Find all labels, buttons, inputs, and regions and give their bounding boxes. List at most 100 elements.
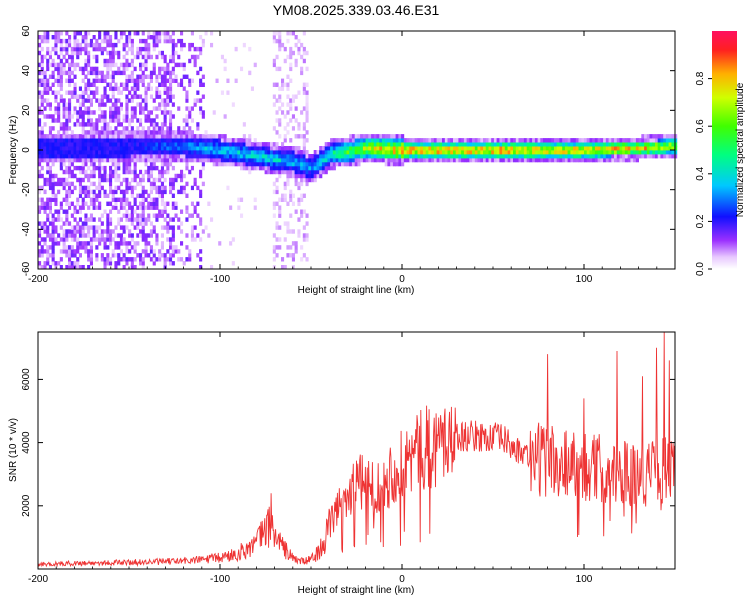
spectrogram-cell xyxy=(409,154,413,159)
spectrogram-cell xyxy=(275,31,279,36)
spectrogram-cell xyxy=(193,157,197,163)
spectrogram-cell xyxy=(38,185,42,191)
spectrogram-cell xyxy=(453,138,457,143)
spectrogram-cell xyxy=(594,142,598,147)
spectrogram-cell xyxy=(499,146,503,151)
spectrogram-cell xyxy=(283,138,287,143)
spectrogram-cell xyxy=(144,197,148,202)
spectrogram-cell xyxy=(447,142,451,147)
spectrogram-cell xyxy=(160,181,164,187)
spectrogram-cell xyxy=(201,138,205,143)
spectrogram-cell xyxy=(163,130,167,135)
spectrogram-cell xyxy=(84,86,88,91)
spectrogram-cell xyxy=(160,189,164,195)
spectrogram-cell xyxy=(144,66,148,72)
spectrogram-cell xyxy=(272,181,276,187)
spectrogram-cell xyxy=(330,165,334,171)
spectrogram-cell xyxy=(163,54,167,60)
spectrogram-cell xyxy=(119,217,123,222)
spectrogram-cell xyxy=(133,265,137,270)
spectrogram-cell xyxy=(521,138,525,143)
spectrogram-cell xyxy=(297,38,301,44)
spectrogram-cell xyxy=(78,225,82,230)
spectrogram-cell xyxy=(81,185,85,191)
spectrogram-cell xyxy=(532,150,536,155)
spectrogram-cell xyxy=(513,146,517,151)
spectrogram-cell xyxy=(46,58,50,64)
spectrogram-cell xyxy=(461,157,465,163)
spectrogram-cell xyxy=(48,201,52,206)
spectrogram-cell xyxy=(600,142,604,147)
spectrogram-cell xyxy=(128,90,132,95)
spectrogram-cell xyxy=(608,142,612,147)
spectrogram-cell xyxy=(291,193,295,198)
spectrogram-cell xyxy=(149,142,153,147)
spectrogram-cell xyxy=(133,82,137,87)
spectrogram-cell xyxy=(493,138,497,143)
spectrogram-cell xyxy=(166,62,170,68)
spectrogram-cell xyxy=(125,78,129,83)
spectrogram-cell xyxy=(335,142,339,147)
spectrogram-cell xyxy=(43,86,47,91)
spectrogram-cell xyxy=(117,86,121,91)
spectrogram-cell xyxy=(485,150,489,155)
spectrogram-cell xyxy=(660,146,664,151)
spectrogram-cell xyxy=(114,165,118,171)
spectrogram-cell xyxy=(433,150,437,155)
spectrogram-cell xyxy=(234,46,238,52)
spectrogram-cell xyxy=(592,150,596,155)
spectrogram-cell xyxy=(160,197,164,202)
spectrogram-cell xyxy=(286,94,290,99)
spectrogram-cell xyxy=(177,126,181,131)
spectrogram-cell xyxy=(207,157,211,163)
spectrogram-cell xyxy=(128,169,132,175)
spectrogram-cell xyxy=(368,150,372,155)
spectrogram-cell xyxy=(199,106,203,111)
spectrogram-cell xyxy=(283,114,287,119)
spectrogram-cell xyxy=(62,154,66,159)
spectrogram-cell xyxy=(668,150,672,155)
spectrogram-cell xyxy=(89,98,93,103)
spectrogram-cell xyxy=(92,225,96,230)
spectrogram-cell xyxy=(412,138,416,143)
spectrogram-cell xyxy=(100,110,104,115)
spectrogram-cell xyxy=(305,257,309,262)
spectrogram-cell xyxy=(502,150,506,155)
spectrogram-cell xyxy=(114,31,118,36)
spectrogram-cell xyxy=(302,82,306,87)
spectrogram-cell xyxy=(240,142,244,147)
spectrogram-cell xyxy=(166,225,170,230)
spectrogram-cell xyxy=(62,54,66,60)
spectrogram-cell xyxy=(158,134,162,139)
spectrogram-cell xyxy=(98,150,102,155)
spectrogram-cell xyxy=(504,138,508,143)
spectrogram-cell xyxy=(379,157,383,163)
spectrogram-cell xyxy=(275,169,279,175)
spectrogram-cell xyxy=(46,205,50,210)
spectrogram-cell xyxy=(95,205,99,210)
spectrogram-cell xyxy=(117,130,121,135)
spectrogram-cell xyxy=(223,138,227,143)
spectrogram-cell xyxy=(111,154,115,159)
spectrogram-cell xyxy=(526,150,530,155)
y-tick-label: 4000 xyxy=(21,431,32,454)
spectrogram-cell xyxy=(136,146,140,151)
spectrogram-cell xyxy=(76,38,80,44)
spectrogram-cell xyxy=(624,150,628,155)
spectrogram-cell xyxy=(87,86,91,91)
spectrogram-cell xyxy=(133,177,137,183)
spectrogram-cell xyxy=(436,142,440,147)
spectrogram-cell xyxy=(130,154,134,159)
spectrogram-cell xyxy=(48,86,52,91)
spectrogram-cell xyxy=(305,138,309,143)
spectrogram-cell xyxy=(122,225,126,230)
spectrogram-cell xyxy=(665,138,669,143)
spectrogram-cell xyxy=(166,165,170,171)
spectrogram-cell xyxy=(177,189,181,195)
spectrogram-cell xyxy=(46,98,50,103)
spectrogram-cell xyxy=(166,157,170,163)
spectrogram-cell xyxy=(641,138,645,143)
spectrogram-cell xyxy=(84,134,88,139)
spectrogram-cell xyxy=(442,142,446,147)
spectrogram-cell xyxy=(319,157,323,163)
